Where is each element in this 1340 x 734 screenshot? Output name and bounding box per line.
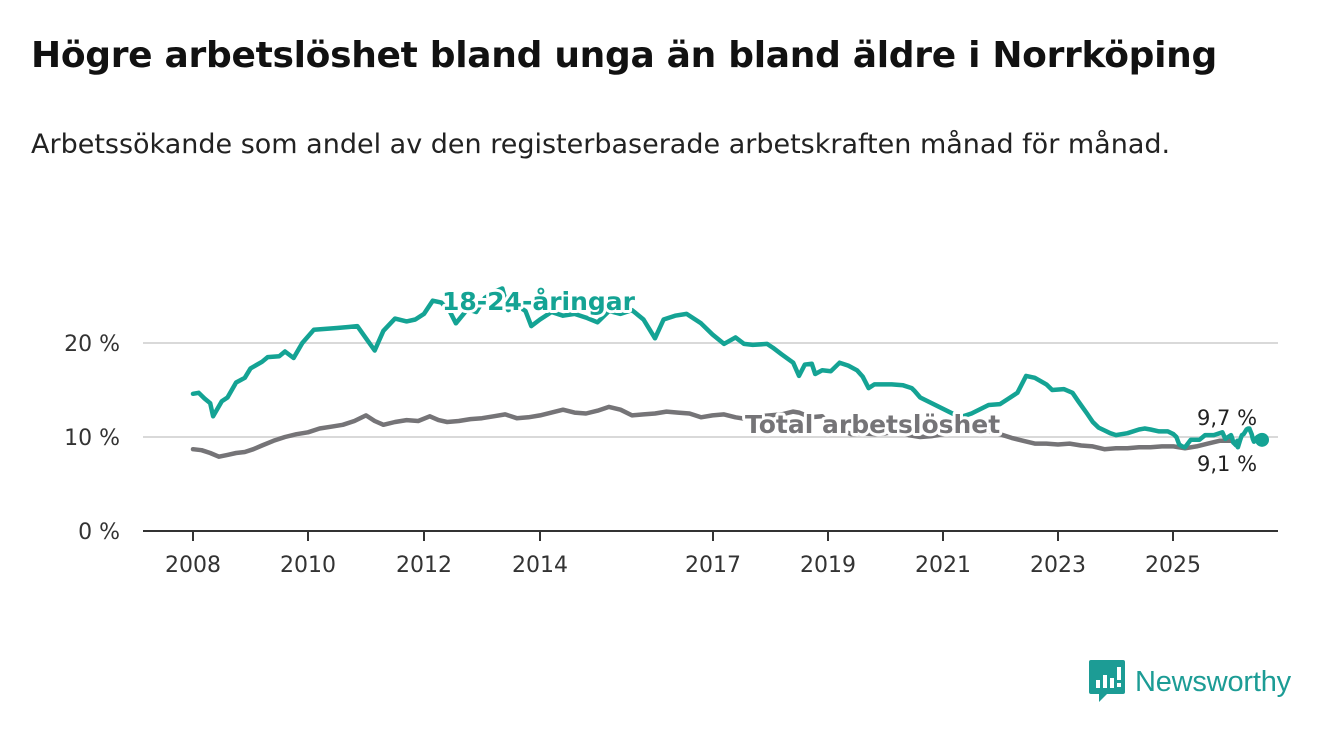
series-label-total: Total arbetslöshet	[745, 410, 1000, 439]
x-tick-label: 2014	[512, 553, 568, 578]
x-axis-ticks: 2008 2010 2012 2014 2017 2019 2021 2023 2025	[165, 531, 1201, 578]
brand-name: Newsworthy	[1135, 665, 1291, 698]
grid-lines	[143, 342, 1278, 438]
end-label-total: 9,1 %	[1197, 452, 1257, 476]
chart-title: Högre arbetslöshet bland unga än bland ä…	[31, 35, 1217, 76]
x-tick-label: 2008	[165, 553, 221, 578]
x-tick-label: 2012	[396, 553, 452, 578]
series-line-total	[190, 404, 1239, 459]
x-tick-label: 2023	[1030, 553, 1086, 578]
end-label-18-24: 9,7 %	[1197, 406, 1257, 430]
series-lines	[190, 286, 1265, 459]
x-tick-label: 2017	[685, 553, 741, 578]
series-line-18-24	[190, 286, 1265, 450]
y-axis-ticks: 0 % 10 % 20 %	[64, 332, 120, 545]
y-tick-label: 20 %	[64, 332, 120, 357]
chart-subtitle: Arbetssökande som andel av den registerb…	[31, 129, 1171, 160]
series-labels: 18-24-åringar Total arbetslöshet	[439, 284, 1003, 442]
y-tick-label: 0 %	[78, 520, 120, 545]
newsworthy-logo: Newsworthy	[1089, 660, 1291, 704]
series-label-18-24: 18-24-åringar	[442, 287, 636, 316]
x-tick-label: 2010	[280, 553, 336, 578]
x-tick-label: 2019	[800, 553, 856, 578]
newsworthy-logo-icon	[1089, 660, 1125, 702]
x-tick-label: 2021	[915, 553, 971, 578]
end-marker-18-24	[1255, 432, 1269, 447]
y-tick-label: 10 %	[64, 426, 120, 451]
end-markers: 9,7 % 9,1 %	[1197, 406, 1269, 476]
x-tick-label: 2025	[1145, 553, 1201, 578]
